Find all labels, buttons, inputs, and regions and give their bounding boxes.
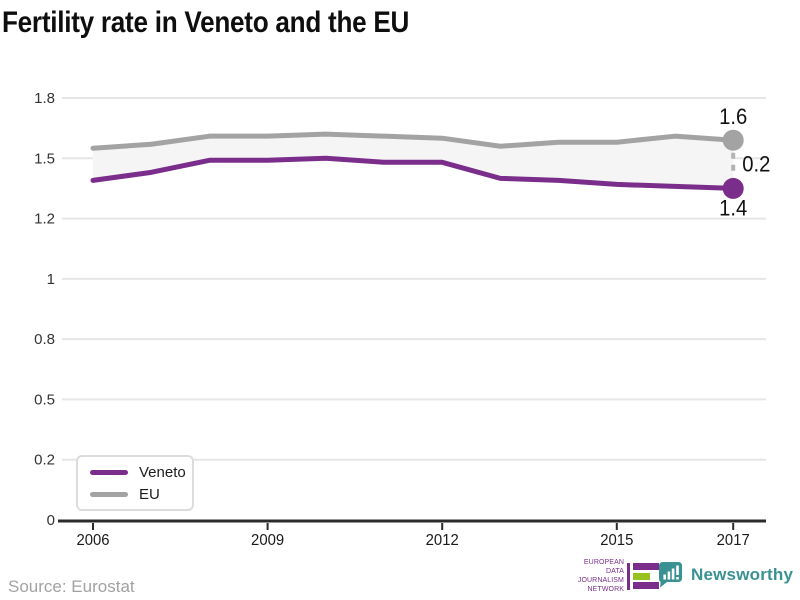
edjn-mark-top-bar bbox=[632, 563, 659, 570]
x-tick-label: 2006 bbox=[76, 532, 109, 550]
source-note: Source: Eurostat bbox=[8, 577, 135, 596]
eu-end-dot bbox=[722, 129, 744, 151]
edjn-mark-middle-bar bbox=[632, 572, 650, 580]
edjn-line-1: EUROPEAN bbox=[583, 559, 624, 566]
veneto-end-dot bbox=[722, 177, 744, 199]
x-tick-label: 2009 bbox=[251, 532, 284, 550]
y-tick-label: 0 bbox=[47, 512, 55, 529]
x-tick-label: 2017 bbox=[717, 532, 750, 550]
edjn-line-3: NETWORK bbox=[587, 586, 624, 593]
legend-label-veneto: Veneto bbox=[139, 463, 186, 481]
edjn-mark-bottom-bar bbox=[632, 582, 659, 589]
newsworthy-bubble-icon bbox=[659, 562, 682, 588]
y-axis-labels: 0 0.2 0.5 0.8 1 1.2 1.5 1.8 bbox=[34, 90, 55, 529]
y-tick-label: 1.8 bbox=[34, 90, 55, 107]
chart-legend: Veneto EU bbox=[76, 455, 194, 511]
x-tick-label: 2012 bbox=[426, 532, 459, 550]
veneto-end-value-label: 1.4 bbox=[719, 197, 747, 221]
fertility-line-chart: 0 0.2 0.5 0.8 1 1.2 1.5 1.8 2006 2009 2012 2015 2017… bbox=[34, 90, 770, 550]
page-title: Fertility rate in Veneto and the EU bbox=[2, 6, 410, 39]
edjn-logo-mark-bar bbox=[626, 562, 630, 590]
eu-end-value-label: 1.6 bbox=[719, 105, 747, 129]
veneto-line-swatch bbox=[90, 469, 128, 475]
newsworthy-label: Newsworthy bbox=[691, 564, 794, 584]
edjn-logo-mark bbox=[632, 563, 659, 589]
x-axis: 2006 2009 2012 2015 2017 bbox=[58, 519, 766, 550]
eu-line-swatch bbox=[90, 491, 128, 497]
edjn-logo: EUROPEAN DATA JOURNALISM NETWORK bbox=[566, 559, 659, 593]
y-tick-label: 1 bbox=[47, 271, 55, 288]
legend-label-eu: EU bbox=[139, 485, 160, 503]
y-tick-label: 0.5 bbox=[34, 391, 55, 408]
x-tick-label: 2015 bbox=[600, 532, 633, 550]
eu-line bbox=[90, 131, 736, 151]
veneto-line bbox=[90, 155, 736, 191]
y-tick-label: 1.5 bbox=[34, 150, 55, 167]
gap-value-label: 0.2 bbox=[742, 153, 770, 177]
y-tick-label: 0.2 bbox=[34, 452, 55, 469]
legend-item-veneto: Veneto bbox=[90, 465, 186, 480]
legend-item-eu: EU bbox=[90, 487, 180, 502]
y-tick-label: 1.2 bbox=[34, 211, 55, 228]
edjn-line-2: DATA JOURNALISM bbox=[577, 568, 624, 584]
edjn-logo-text: EUROPEAN DATA JOURNALISM NETWORK bbox=[566, 558, 624, 594]
y-tick-label: 0.8 bbox=[34, 331, 55, 348]
newsworthy-logo: Newsworthy bbox=[658, 561, 793, 588]
